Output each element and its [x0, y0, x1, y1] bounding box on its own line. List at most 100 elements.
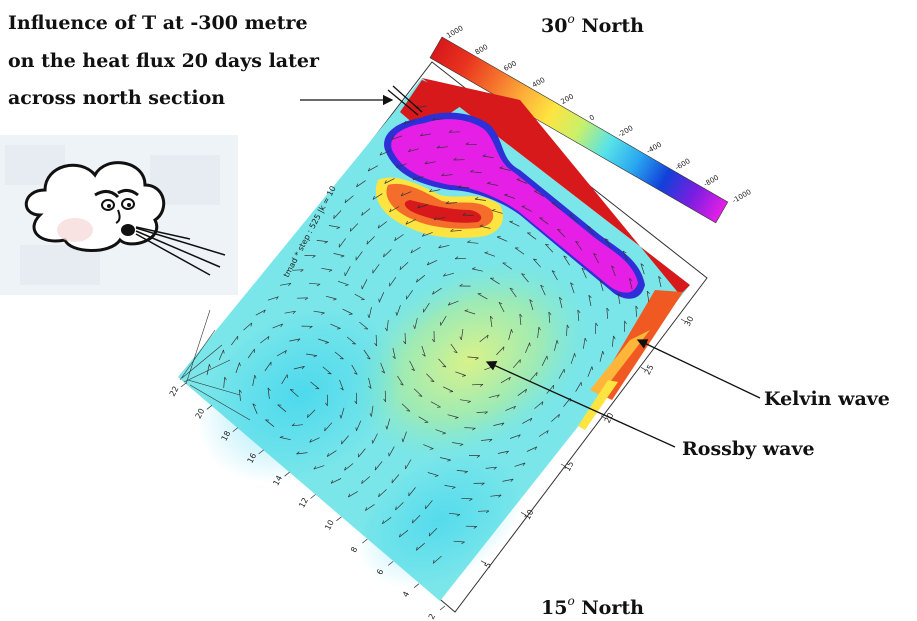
vector-arrow	[529, 299, 534, 311]
vector-arrow-head	[508, 377, 511, 381]
vector-arrow	[279, 437, 291, 441]
north-30-value: 30	[541, 15, 568, 37]
kelvin-red-band	[422, 78, 690, 295]
vector-arrow	[519, 313, 522, 326]
vector-arrow	[340, 407, 345, 419]
vector-arrow-head	[493, 466, 497, 470]
vector-arrow-head	[548, 311, 552, 316]
vector-arrow	[409, 360, 415, 371]
vector-arrow	[423, 444, 434, 450]
vector-arrow	[522, 417, 533, 424]
vector-arrow	[582, 337, 586, 349]
vector-arrow	[386, 418, 391, 430]
vector-arrow-head	[313, 466, 317, 470]
vector-arrow-head	[498, 494, 502, 498]
vector-arrow-head	[487, 181, 491, 184]
vector-arrow	[402, 431, 407, 443]
vector-arrow-head	[408, 148, 411, 152]
vector-arrow	[467, 356, 479, 359]
vector-arrow-head	[529, 299, 533, 303]
vector-arrow	[289, 338, 301, 342]
vector-arrow	[389, 206, 400, 213]
vector-arrow	[408, 487, 416, 497]
vector-arrow-head	[511, 329, 513, 333]
vector-arrow	[476, 411, 488, 413]
left-axis-tick-mark	[206, 405, 213, 410]
vector-arrow-head	[629, 278, 633, 282]
vector-arrow-head	[577, 309, 581, 314]
vector-arrow	[252, 403, 258, 414]
vector-arrow-head	[436, 145, 440, 149]
vector-arrow	[453, 540, 465, 543]
vector-arrow	[330, 323, 341, 329]
vector-arrow-head	[429, 448, 434, 450]
vector-arrow-head	[462, 212, 466, 216]
vector-arrow-head	[297, 338, 301, 342]
vector-arrow-head	[291, 423, 295, 427]
left-axis-tick-mark	[439, 605, 446, 611]
vector-arrow	[516, 179, 528, 184]
vector-arrow	[420, 133, 432, 137]
vector-arrow-head	[296, 451, 300, 455]
vector-arrow-head	[454, 417, 459, 419]
vector-arrow-head	[395, 311, 398, 316]
vector-arrow	[525, 342, 530, 354]
vector-arrow-head	[418, 395, 423, 397]
vector-arrow	[504, 194, 516, 199]
vector-arrow	[534, 401, 544, 409]
vector-arrow	[344, 195, 354, 204]
vector-arrow-head	[422, 353, 426, 357]
vector-arrow-head	[431, 338, 435, 343]
vector-arrow-head	[489, 439, 493, 442]
vector-arrow	[418, 416, 429, 423]
vector-arrow-head	[519, 313, 523, 318]
left-axis-tick-label: 22	[168, 385, 181, 398]
left-axis-tick-mark	[413, 583, 420, 588]
vector-arrow-head	[401, 438, 404, 443]
vector-arrow	[333, 253, 345, 257]
vector-arrow-head	[464, 309, 469, 312]
vector-arrow	[372, 193, 383, 200]
vector-arrow	[406, 289, 413, 300]
vector-arrow-head	[377, 224, 380, 229]
right-axis-tick-label: 25	[643, 363, 656, 376]
vector-arrow-head	[504, 193, 508, 196]
vector-arrow-head	[412, 519, 414, 524]
vector-arrow-head	[321, 312, 325, 315]
vector-arrow-head	[304, 297, 309, 301]
vector-arrow-head	[333, 214, 335, 219]
right-axis-tick-mark	[640, 367, 647, 371]
vector-arrow-head	[403, 120, 407, 124]
vector-arrow-head	[593, 253, 597, 256]
vector-arrow	[397, 375, 404, 386]
vector-arrow	[395, 502, 404, 511]
vector-arrow	[427, 259, 438, 266]
vector-arrow-head	[521, 273, 526, 276]
vector-arrow-head	[545, 243, 549, 246]
vector-arrow	[399, 262, 409, 270]
vector-arrow	[428, 527, 438, 537]
vector-arrow	[449, 131, 461, 133]
vector-arrow	[344, 463, 354, 471]
vector-arrow-head	[611, 265, 615, 269]
vector-arrow-head	[368, 385, 372, 389]
vector-arrow	[611, 335, 614, 347]
vector-arrow	[380, 362, 386, 374]
vector-arrow	[267, 387, 270, 399]
vector-arrow-head	[513, 406, 516, 410]
vector-arrow-head	[354, 400, 357, 405]
vector-arrow	[551, 202, 561, 210]
vector-arrow-head	[546, 355, 548, 360]
vector-arrow	[396, 163, 407, 168]
vector-arrow	[391, 474, 400, 484]
vector-arrow-head	[290, 389, 294, 391]
vector-arrow	[479, 225, 491, 229]
vector-arrow	[529, 372, 538, 381]
vector-arrow-head	[505, 450, 509, 454]
vector-arrow	[521, 273, 529, 283]
vector-arrow	[325, 295, 337, 300]
vector-arrow	[382, 517, 392, 525]
vector-arrow-head	[464, 471, 468, 474]
vector-arrow-head	[486, 334, 489, 339]
vector-arrow-head	[396, 164, 399, 168]
